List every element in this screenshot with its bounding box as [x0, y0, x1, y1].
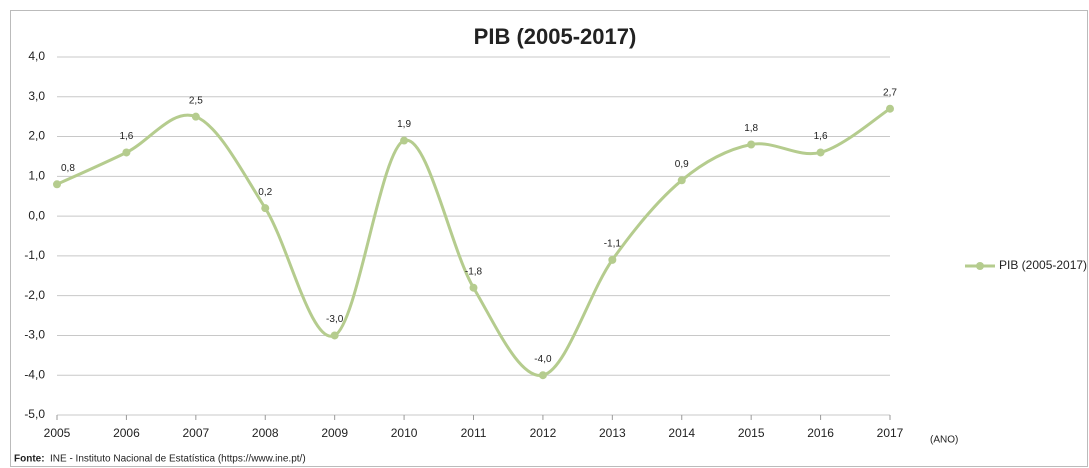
x-axis-label: (ANO): [930, 435, 958, 446]
y-tick-label: -3,0: [24, 328, 45, 342]
y-tick-label: 4,0: [28, 49, 45, 63]
point: [677, 176, 686, 185]
point: [886, 104, 894, 113]
point: [330, 331, 339, 340]
data-label: 1,6: [119, 131, 133, 142]
data-label: 0,9: [675, 159, 689, 170]
x-tick-label: 2014: [668, 426, 695, 440]
data-label: 0,2: [258, 187, 272, 198]
y-tick-label: -4,0: [24, 367, 45, 381]
data-label: 1,6: [814, 131, 828, 142]
legend-label: PIB (2005-2017): [999, 258, 1087, 272]
data-label: -3,0: [326, 314, 344, 325]
data-label: 2,7: [883, 87, 897, 98]
point: [261, 204, 270, 213]
x-tick-label: 2010: [391, 426, 418, 440]
legend-marker: [976, 262, 984, 270]
x-tick-label: 2006: [113, 426, 140, 440]
data-label: 1,8: [744, 123, 758, 134]
x-tick-label: 2016: [807, 426, 834, 440]
x-tick-label: 2007: [182, 426, 209, 440]
data-label: -4,0: [534, 354, 552, 365]
data-label: 1,9: [397, 119, 411, 130]
point: [469, 283, 478, 292]
point: [816, 148, 825, 157]
x-tick-label: 2008: [252, 426, 279, 440]
chart-title: PIB (2005-2017): [474, 24, 637, 49]
y-tick-label: -1,0: [24, 248, 45, 262]
point: [191, 112, 200, 121]
x-tick-label: 2013: [599, 426, 626, 440]
source: INE - Instituto Nacional de Estatística …: [50, 454, 306, 465]
point: [53, 180, 61, 189]
x-tick-label: 2017: [877, 426, 904, 440]
data-label: 2,5: [189, 95, 203, 106]
x-tick-label: 2005: [44, 426, 71, 440]
series-line: [56, 107, 891, 377]
data-label: 0,8: [61, 163, 75, 174]
point: [122, 148, 131, 157]
y-tick-label: 2,0: [28, 129, 45, 143]
point: [747, 140, 756, 149]
y-tick-label: 0,0: [28, 208, 45, 222]
chart-border: [10, 10, 1088, 467]
point: [538, 371, 547, 380]
data-label: -1,8: [465, 266, 483, 277]
x-tick-label: 2015: [738, 426, 765, 440]
point: [400, 136, 409, 145]
x-tick-label: 2009: [321, 426, 348, 440]
data-label: -1,1: [604, 239, 622, 250]
y-tick-label: -5,0: [24, 407, 45, 421]
y-tick-label: -2,0: [24, 288, 45, 302]
point: [608, 255, 617, 264]
x-tick-label: 2012: [530, 426, 557, 440]
y-tick-label: 1,0: [28, 169, 45, 183]
y-tick-label: 3,0: [28, 89, 45, 103]
source-label: Fonte:: [14, 454, 45, 465]
x-tick-label: 2011: [461, 426, 487, 440]
